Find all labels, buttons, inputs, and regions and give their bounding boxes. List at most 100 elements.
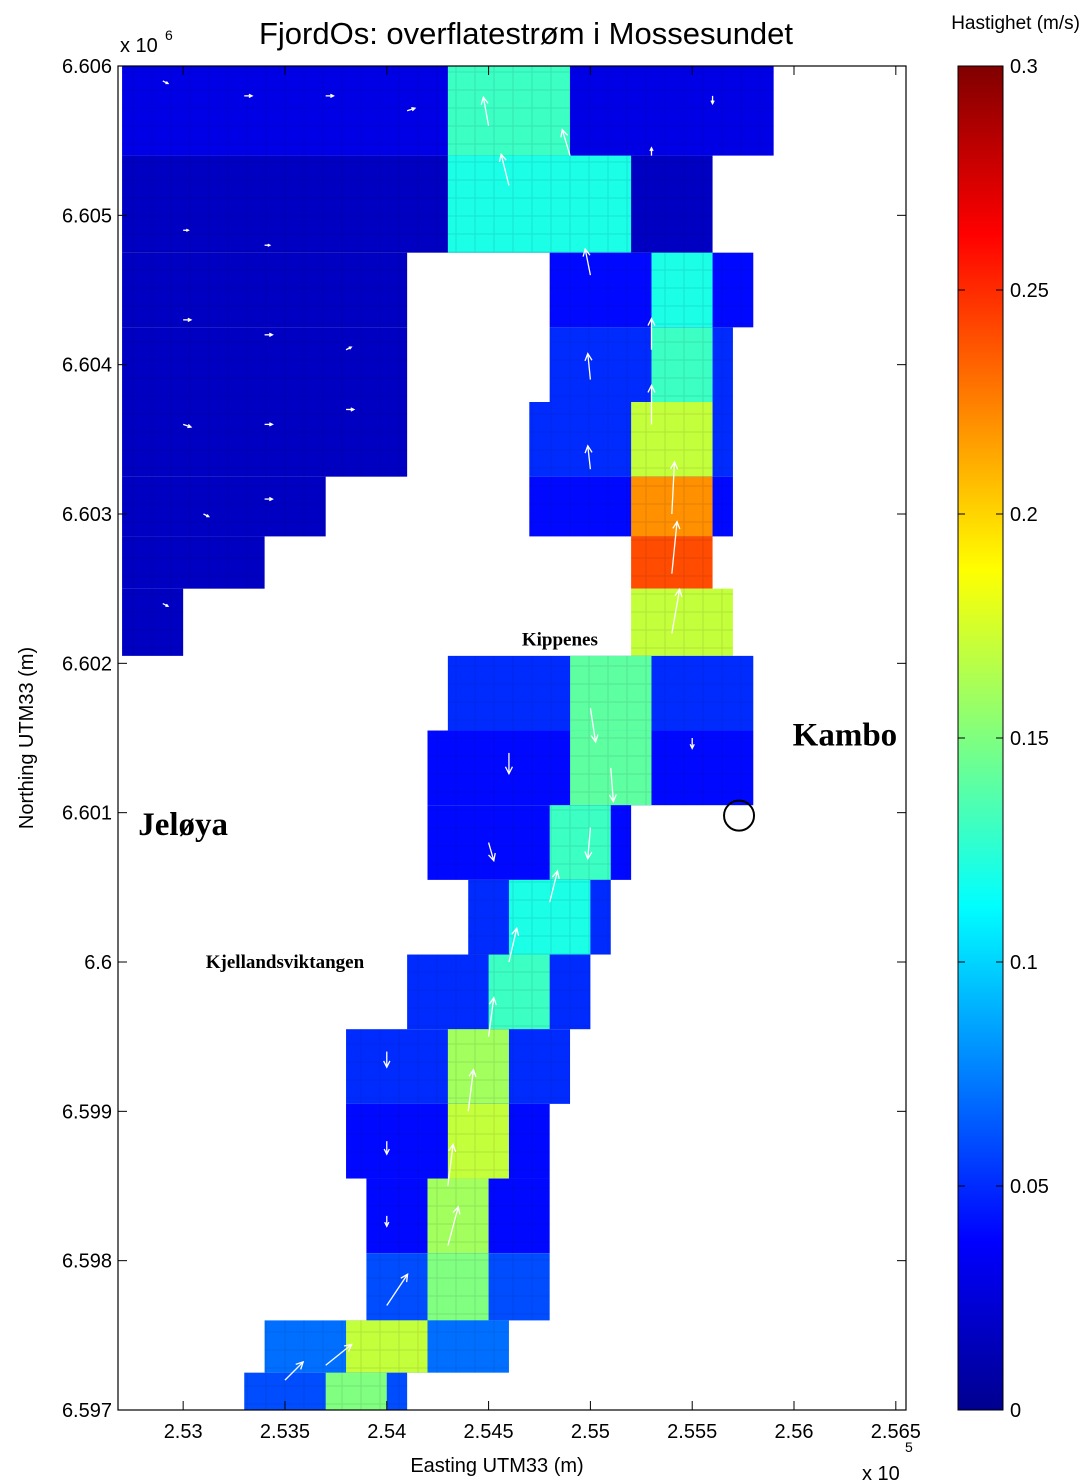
speed-cell-grid: [447, 1029, 509, 1104]
current-arrow: [406, 107, 417, 112]
y-tick-label: 6.601: [62, 803, 112, 825]
current-arrow: [447, 1142, 457, 1187]
current-arrow: [487, 842, 496, 863]
plot-frame: [117, 65, 907, 1411]
y-tick-label: 6.603: [62, 504, 112, 526]
current-arrow: [608, 767, 617, 804]
speed-cell-grid: [122, 588, 184, 656]
current-arrow: [710, 95, 715, 106]
y-tick-label: 6.604: [62, 355, 112, 377]
speed-cell-grid: [570, 655, 652, 731]
y-exponent: x 10 6: [120, 27, 173, 57]
current-arrow: [264, 496, 274, 502]
current-arrow: [325, 1343, 353, 1366]
colorbar-tick-label: 0: [1010, 1400, 1021, 1422]
y-tick-label: 6.597: [62, 1400, 112, 1422]
current-arrow: [386, 1273, 409, 1306]
current-arrow: [671, 520, 681, 574]
current-arrow: [264, 422, 274, 427]
current-arrow: [182, 423, 193, 429]
speed-cell-grid: [631, 588, 733, 656]
speed-cell-grid: [631, 536, 713, 589]
current-arrow: [480, 95, 490, 126]
speed-cell-grid: [651, 327, 713, 402]
current-arrow: [498, 152, 510, 186]
current-arrow: [346, 407, 356, 412]
speed-cell-grid: [488, 954, 550, 1030]
y-tick-label: 6.602: [62, 653, 112, 675]
chart-title: FjordOs: overflatestrøm i Mossesundet: [259, 16, 793, 51]
y-exponent-power: 6: [165, 27, 173, 43]
label-kippenes: Kippenes: [522, 629, 598, 650]
current-arrow: [670, 460, 679, 515]
y-tick-label: 6.598: [62, 1251, 112, 1273]
current-arrow: [584, 444, 593, 470]
current-arrow: [508, 926, 520, 963]
current-arrow: [447, 1205, 461, 1246]
current-arrow: [584, 352, 593, 380]
speed-cell-grid: [427, 1178, 489, 1254]
current-arrow: [345, 346, 353, 351]
current-arrow: [325, 93, 335, 99]
current-arrow: [467, 1068, 477, 1112]
speed-cell-grid: [447, 66, 571, 156]
current-arrow: [549, 869, 560, 903]
y-tick-label: 6.605: [62, 205, 112, 227]
colorbar: Hastighet (m/s) 0.3 0.25 0.2 0.15 0.1 0.05 0: [951, 13, 1080, 1422]
x-exponent-base: x 10: [862, 1463, 900, 1483]
x-exponent: x 10 5: [862, 1439, 913, 1483]
speed-cell-grid: [651, 252, 713, 328]
speed-cell-grid: [122, 536, 265, 589]
current-arrow: [671, 587, 683, 634]
speed-cell-grid: [122, 402, 408, 477]
speed-cell-grid: [325, 1372, 387, 1410]
speed-heatmap: [122, 66, 774, 1410]
x-tick-label: 2.565: [871, 1421, 921, 1443]
y-ticks: 6.606 6.605 6.604 6.603 6.602 6.601 6.6 6.599 6.…: [62, 56, 906, 1422]
speed-cell-grid: [447, 1103, 509, 1179]
colorbar-tick-label: 0.3: [1010, 56, 1038, 78]
colorbar-tick-label: 0.25: [1010, 280, 1049, 302]
y-tick-label: 6.599: [62, 1101, 112, 1123]
current-arrow: [560, 128, 571, 156]
current-arrow: [203, 513, 211, 518]
current-arrow: [264, 243, 272, 247]
plot-area: Jeløya Kambo Kippenes Kjellandsviktangen…: [62, 56, 921, 1443]
colorbar-gradient: [957, 65, 1004, 1411]
current-arrow: [584, 827, 593, 861]
x-ticks: 2.53 2.535 2.54 2.545 2.55 2.555 2.56 2.565: [164, 66, 921, 1443]
label-kjellandsviktangen: Kjellandsviktangen: [206, 952, 365, 973]
current-arrow: [504, 752, 514, 776]
current-arrow: [384, 1215, 390, 1228]
x-exponent-power: 5: [905, 1439, 913, 1455]
y-axis-label: Northing UTM33 (m): [16, 647, 38, 829]
current-arrow: [183, 317, 193, 323]
current-arrow: [647, 317, 656, 350]
current-arrow: [244, 93, 254, 99]
x-tick-label: 2.555: [667, 1421, 717, 1443]
speed-cell-grid: [447, 155, 632, 253]
speed-cell-grid: [427, 1253, 489, 1321]
speed-cell-grid: [346, 1320, 428, 1373]
current-arrow: [162, 80, 170, 85]
current-arrow: [589, 708, 599, 744]
speed-cell-grid: [508, 879, 591, 955]
colorbar-tick-label: 0.05: [1010, 1176, 1049, 1198]
current-arrow: [647, 383, 656, 425]
y-tick-label: 6.6: [84, 952, 112, 974]
y-tick-label: 6.606: [62, 56, 112, 78]
speed-cell-grid: [549, 805, 611, 880]
current-arrow: [649, 146, 654, 156]
current-arrow: [689, 738, 695, 750]
x-tick-label: 2.53: [164, 1421, 203, 1443]
speed-cell-grid: [631, 402, 713, 477]
current-arrow: [264, 332, 274, 337]
current-arrow: [162, 603, 170, 607]
x-tick-label: 2.545: [464, 1421, 514, 1443]
current-arrow: [487, 996, 497, 1037]
colorbar-ticks: 0.3 0.25 0.2 0.15 0.1 0.05 0: [958, 56, 1049, 1422]
colorbar-label: Hastighet (m/s): [951, 13, 1080, 34]
current-arrow: [383, 1141, 390, 1156]
colorbar-tick-label: 0.15: [1010, 728, 1049, 750]
